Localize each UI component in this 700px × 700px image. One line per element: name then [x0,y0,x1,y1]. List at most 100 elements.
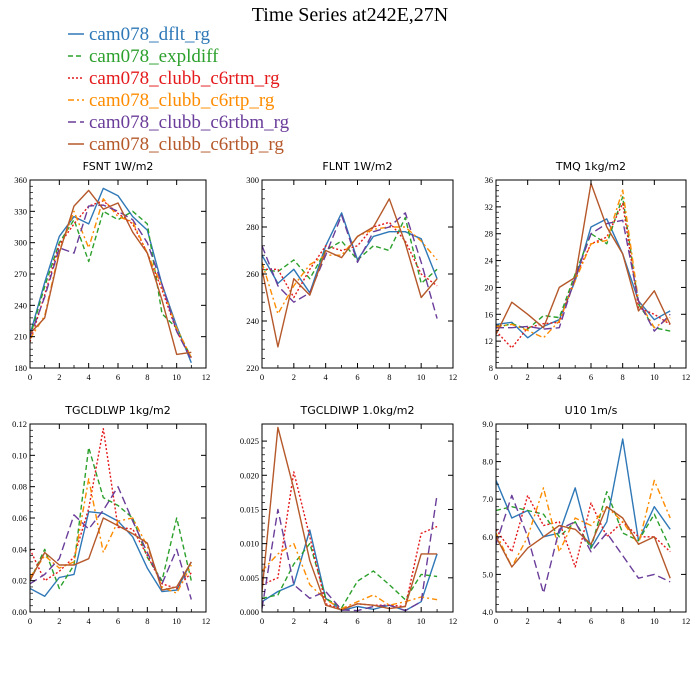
y-tick-label: 220 [246,363,259,373]
x-tick-label: 2 [526,616,530,626]
y-tick-label: 8.0 [482,457,493,467]
x-tick-label: 8 [387,616,391,626]
plot-frame [495,423,687,613]
series-line [262,216,438,285]
y-tick-label: 0.04 [12,544,28,554]
x-tick-label: 4 [324,616,329,626]
series-line [496,182,671,335]
x-tick-label: 6 [116,372,120,382]
legend: cam078_dflt_rgcam078_expldiffcam078_club… [68,24,290,155]
y-tick-label: 0.08 [12,482,27,492]
x-tick-label: 8 [621,372,625,382]
y-tick-label: 0.005 [240,573,259,583]
y-tick-label: 210 [14,332,27,342]
y-tick-label: 8 [489,363,493,373]
x-tick-label: 2 [57,372,61,382]
y-tick-label: 20 [485,282,494,292]
x-tick-label: 12 [682,372,691,382]
panel-title: U10 1m/s [565,404,618,417]
series-line [30,486,192,600]
series-line [30,189,192,356]
y-tick-label: 0.010 [240,539,259,549]
y-tick-label: 7.0 [482,494,493,504]
series-line [30,446,192,590]
panel-0: FSNT 1W/m2 0 2 4 6 8 10 12 180 210 240 270 300 330 360 [14,160,210,382]
y-tick-label: 24 [485,256,494,266]
x-tick-label: 8 [621,616,625,626]
series-line [30,200,192,358]
series-line [496,494,671,594]
series-line [262,529,438,612]
x-tick-label: 2 [292,372,296,382]
y-tick-label: 16 [485,309,494,319]
series-line [496,506,671,579]
series-line [496,196,671,332]
panel-title: FLNT 1W/m2 [322,160,392,173]
series-line [262,426,438,611]
series-line [30,428,192,590]
y-tick-label: 0.015 [240,504,259,514]
plot-frame [29,179,207,369]
y-tick-label: 6.0 [482,532,493,542]
y-tick-label: 0.020 [240,470,259,480]
panel-title: TMQ 1kg/m2 [555,160,626,173]
y-tick-label: 0.12 [12,419,27,429]
x-tick-label: 8 [387,372,391,382]
series-line [496,189,671,339]
x-tick-label: 0 [494,372,498,382]
x-tick-label: 12 [202,616,211,626]
x-tick-label: 6 [589,616,593,626]
x-tick-label: 10 [417,372,426,382]
x-tick-label: 0 [494,616,498,626]
x-tick-label: 12 [449,372,458,382]
y-tick-label: 0.00 [12,607,27,617]
x-tick-label: 12 [682,616,691,626]
x-tick-label: 6 [355,616,359,626]
y-tick-label: 0.02 [12,576,27,586]
plot-frame [495,179,687,369]
y-tick-label: 300 [14,238,27,248]
y-tick-label: 12 [485,336,494,346]
y-tick-label: 36 [485,175,494,185]
x-tick-label: 8 [145,372,149,382]
y-tick-label: 28 [485,229,494,239]
y-tick-label: 240 [14,300,27,310]
y-tick-label: 0.025 [240,436,259,446]
x-tick-label: 10 [172,372,181,382]
legend-label: cam078_clubb_c6rtp_rg [89,90,275,111]
panel-1: FLNT 1W/m2 0 2 4 6 8 10 12 220 240 260 280 300 [246,160,457,382]
series-line [30,210,192,358]
series-line [262,542,438,609]
y-tick-label: 270 [14,269,27,279]
y-tick-label: 4.0 [482,607,493,617]
y-tick-label: 5.0 [482,569,493,579]
y-tick-label: 240 [246,316,259,326]
x-tick-label: 2 [292,616,296,626]
y-tick-label: 0.10 [12,450,27,460]
x-tick-label: 6 [589,372,593,382]
panel-4: TGCLDIWP 1.0kg/m2 0 2 4 6 8 10 12 0.000 0.005 0.01… [240,404,457,626]
series-line [262,494,438,612]
series-line [496,479,671,568]
x-tick-label: 0 [28,616,32,626]
y-tick-label: 300 [246,175,259,185]
series-line [496,219,671,332]
x-tick-label: 6 [116,616,120,626]
series-line [262,198,438,348]
y-tick-label: 180 [14,363,27,373]
x-tick-label: 0 [260,616,264,626]
x-tick-label: 4 [87,372,92,382]
y-tick-label: 330 [14,206,27,216]
y-tick-label: 280 [246,222,259,232]
x-tick-label: 2 [526,372,530,382]
x-tick-label: 8 [145,616,149,626]
series-line [30,511,192,597]
y-tick-label: 260 [246,269,259,279]
x-tick-label: 6 [355,372,359,382]
panels: FSNT 1W/m20 2 4 6 8 10 12180210240270300330360… [12,160,690,626]
figure-title: Time Series at242E,27N [252,4,448,26]
series-line [496,494,671,568]
x-tick-label: 10 [417,616,426,626]
x-tick-label: 2 [57,616,61,626]
